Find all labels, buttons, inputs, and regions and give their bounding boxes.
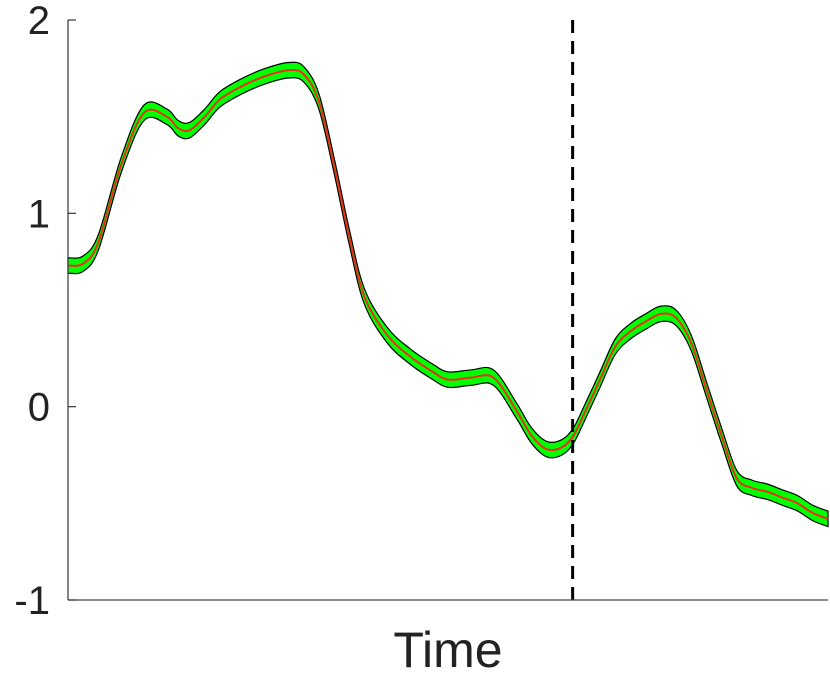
- y-tick-label: 2: [28, 0, 50, 43]
- data-line-group: [67, 68, 829, 520]
- y-ticks: -1 0 1 2: [14, 0, 76, 623]
- confidence-band: [67, 61, 829, 528]
- y-tick-label: 1: [28, 192, 50, 236]
- y-tick-label: 0: [28, 386, 50, 430]
- x-axis-label: Time: [393, 622, 502, 674]
- data-line-0: [67, 68, 829, 520]
- y-tick-label: -1: [14, 579, 50, 623]
- confidence-band-area-0: [67, 61, 829, 528]
- axes: [67, 20, 828, 601]
